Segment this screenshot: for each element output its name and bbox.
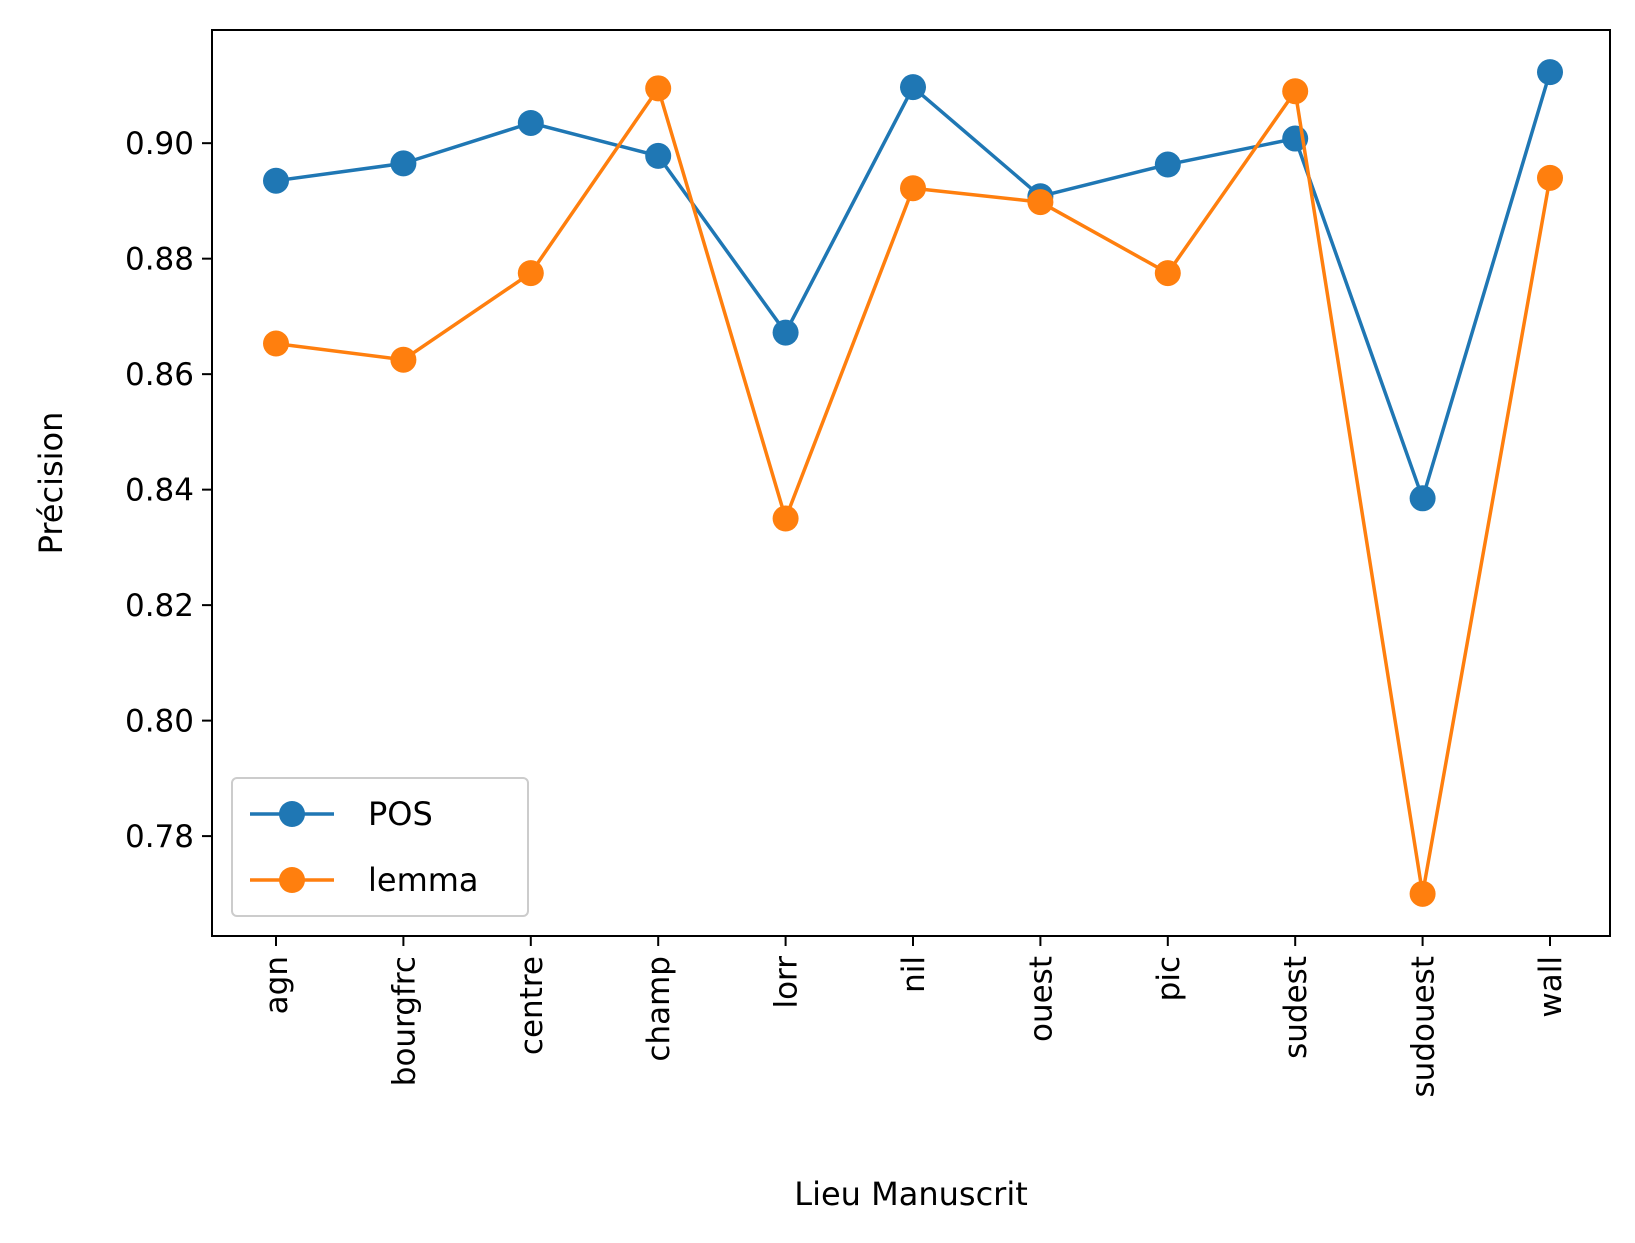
data-point xyxy=(1409,880,1436,907)
data-point xyxy=(900,175,926,202)
series-1 xyxy=(263,75,1563,907)
x-tick-label: champ xyxy=(641,956,677,1062)
data-point xyxy=(1409,485,1436,512)
data-point xyxy=(1027,189,1054,216)
x-tick-label: nil xyxy=(896,956,932,993)
data-point xyxy=(1154,260,1181,287)
x-axis-label: Lieu Manuscrit xyxy=(794,1175,1028,1213)
x-tick-label: agn xyxy=(259,956,295,1014)
data-point xyxy=(1537,164,1563,191)
legend-label: POS xyxy=(368,795,433,833)
plot-frame xyxy=(211,29,1611,937)
x-tick-label: sudest xyxy=(1278,956,1314,1059)
data-point xyxy=(517,260,544,287)
y-tick-label: 0.80 xyxy=(125,704,194,740)
data-point xyxy=(645,142,672,169)
data-point xyxy=(390,346,417,373)
y-tick-label: 0.84 xyxy=(125,473,194,509)
y-tick-label: 0.86 xyxy=(125,357,194,393)
legend-entry: lemma xyxy=(250,861,479,899)
data-point xyxy=(645,75,672,102)
series-layer xyxy=(263,59,1563,907)
data-point xyxy=(390,150,417,177)
y-tick-label: 0.82 xyxy=(125,588,194,624)
legend-entry: POS xyxy=(250,795,433,833)
data-point xyxy=(1537,59,1563,86)
data-point xyxy=(772,505,799,532)
data-point xyxy=(263,167,289,194)
x-tick-label: ouest xyxy=(1023,956,1059,1042)
data-point xyxy=(517,109,544,136)
x-tick-label: lorr xyxy=(769,956,805,1009)
x-axis: agn bourgfrc centre champ lorr nil ouest pic sud… xyxy=(259,936,1569,1097)
series-0 xyxy=(263,59,1563,512)
data-point xyxy=(1154,151,1181,178)
data-point xyxy=(263,330,289,357)
legend-label: lemma xyxy=(368,861,479,899)
data-point xyxy=(900,74,926,101)
data-point xyxy=(772,319,799,346)
x-tick-label: pic xyxy=(1151,956,1187,1001)
x-tick-label: sudouest xyxy=(1406,956,1442,1097)
x-tick-label: centre xyxy=(514,956,550,1055)
y-axis: 0.78 0.80 0.82 0.84 0.86 0.88 0.90 xyxy=(125,126,212,855)
legend: POS lemma xyxy=(231,777,529,917)
y-axis-label: Précision xyxy=(32,412,70,555)
x-tick-label: bourgfrc xyxy=(386,956,422,1086)
y-tick-label: 0.88 xyxy=(125,242,194,278)
y-tick-label: 0.78 xyxy=(125,819,194,855)
legend-marker xyxy=(279,867,305,893)
x-tick-label: wall xyxy=(1533,956,1569,1018)
y-tick-label: 0.90 xyxy=(125,126,194,162)
data-point xyxy=(1282,78,1309,105)
legend-marker xyxy=(279,801,305,827)
